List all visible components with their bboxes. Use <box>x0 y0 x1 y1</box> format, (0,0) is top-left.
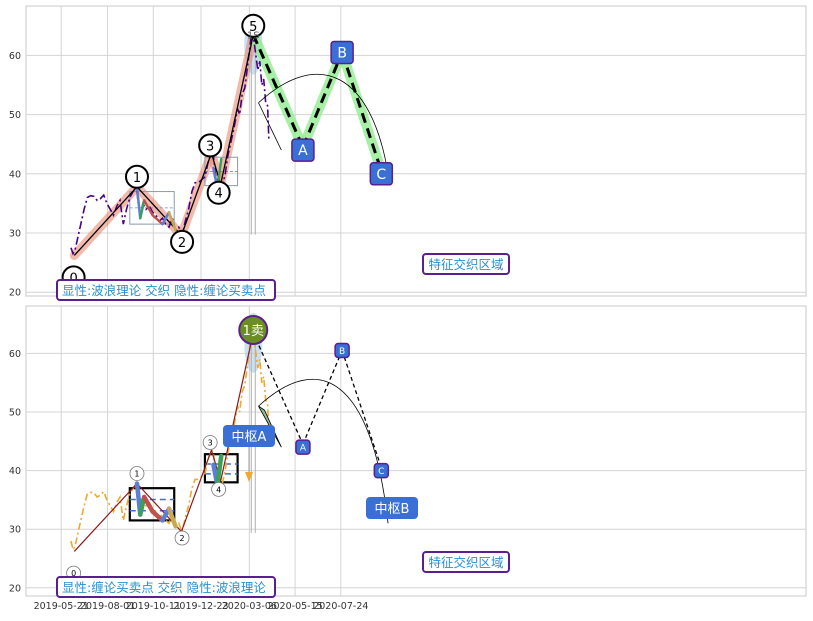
wave-point-marker <box>198 133 223 158</box>
caption-text: 显性:波浪理论 交织 隐性:缠论买卖点 <box>62 283 266 298</box>
abc-label-box <box>373 462 390 479</box>
wave-point-marker <box>170 229 195 254</box>
sub-wave-segment <box>166 506 178 529</box>
feature-label-box <box>422 551 510 573</box>
abc-label-text: A <box>298 143 308 159</box>
plot-frame <box>25 5 807 297</box>
bottom-panel: 20 30 40 50 60 0 1 2 3 4 1卖 A B C 中枢A 中枢B 特征交织区域显性:缠论买卖点… <box>9 305 807 598</box>
wave-point-label: 5 <box>249 20 257 35</box>
feature-label-text: 特征交织区域 <box>428 555 503 570</box>
plot-frame <box>25 305 807 597</box>
abc-label-box <box>291 138 315 162</box>
sub-wave-segment <box>142 199 154 217</box>
feature-zone-line <box>250 34 256 235</box>
y-tick-label: 40 <box>9 169 21 180</box>
wave-point-label: 1 <box>134 470 139 479</box>
abc-label-text: A <box>300 444 307 454</box>
wave-point-label: 0 <box>69 271 77 286</box>
abc-label-text: B <box>337 45 347 61</box>
zhongshu-box <box>128 487 176 522</box>
abc-segment <box>302 350 343 445</box>
zhongshu-label-text: 中枢A <box>232 430 267 445</box>
abc-label-text: B <box>339 347 345 357</box>
wave-segment <box>73 483 138 552</box>
wave-point-label: 4 <box>216 485 221 494</box>
caption-box <box>56 576 276 598</box>
sub-wave-segment <box>167 211 177 232</box>
sub-wave-segment <box>215 453 224 488</box>
x-tick-label: 2020-03-06 <box>222 601 277 612</box>
wave-segment <box>73 186 138 256</box>
y-tick-label: 30 <box>9 229 21 240</box>
y-tick-label: 50 <box>9 110 21 121</box>
y-tick-label: 60 <box>9 51 21 62</box>
wave-point-marker <box>211 481 227 497</box>
wave-point-label: 0 <box>71 569 76 578</box>
x-tick-label: 2019-12-23 <box>173 601 228 612</box>
wave-point-marker <box>202 435 218 450</box>
zhongshu-label-box <box>223 425 275 447</box>
x-tick-label: 2020-05-15 <box>267 601 322 612</box>
feature-label-box <box>422 253 510 275</box>
y-tick-label: 30 <box>9 525 21 536</box>
abc-segment <box>340 51 383 172</box>
abc-label-box <box>334 342 350 359</box>
wave-segment <box>219 34 254 185</box>
zhongshu-label-box <box>366 497 418 519</box>
wave-point-label: 3 <box>206 139 214 154</box>
abc-label-box <box>330 40 354 65</box>
x-tick-label: 2019-08-01 <box>80 601 135 612</box>
sub-wave-segment <box>151 213 164 226</box>
y-tick-label: 50 <box>9 408 21 419</box>
wave-point-marker <box>129 466 145 481</box>
y-tick-label: 20 <box>9 288 21 299</box>
wave-point-label: 1 <box>133 171 141 186</box>
x-tick-label: 2020-07-24 <box>313 601 368 612</box>
abc-label-box <box>295 439 311 455</box>
wave-segment <box>220 332 254 482</box>
price-series-line <box>70 326 270 552</box>
wave-point-marker <box>241 13 266 38</box>
sub-wave-segment <box>138 199 146 220</box>
sub-wave-segment <box>135 185 142 220</box>
abc-label-box <box>369 162 394 186</box>
zhongshu-pointer-head <box>245 472 253 482</box>
sell-point-marker <box>238 314 269 345</box>
sub-wave-segment <box>161 211 171 226</box>
abc-label-text: C <box>378 467 384 477</box>
wave-point-marker <box>174 530 190 546</box>
wave-point-label: 2 <box>180 534 185 543</box>
sell-point-label: 1卖 <box>243 324 264 339</box>
y-tick-label: 20 <box>9 583 21 594</box>
wave-point-label: 3 <box>208 438 213 447</box>
wave-segment <box>180 152 213 236</box>
wave-point-sublabel: 1S <box>247 31 260 42</box>
price-series-line <box>70 28 270 256</box>
abc-label-text: C <box>376 167 386 183</box>
wave-point-label: 2 <box>178 236 186 251</box>
feature-label-text: 特征交织区域 <box>428 257 503 272</box>
abc-segment <box>251 34 305 148</box>
wave-point-marker <box>206 180 231 205</box>
wave-segment <box>180 449 213 532</box>
x-tick-label: 2019-05-21 <box>34 601 89 612</box>
caption-text: 显性:缠论买卖点 交织 隐性:波浪理论 <box>62 580 266 595</box>
wave-point-marker <box>124 164 149 189</box>
projection-arrow <box>258 102 282 151</box>
wave-point-label: 4 <box>215 187 223 202</box>
abc-segment <box>301 51 344 148</box>
sub-wave-segment <box>141 494 155 514</box>
caption-box <box>56 279 276 301</box>
y-tick-label: 40 <box>9 466 21 477</box>
y-tick-label: 60 <box>9 349 21 360</box>
zhongshu-label-text: 中枢B <box>375 502 410 517</box>
x-tick-label: 2019-10-11 <box>126 601 181 612</box>
projection-arc <box>258 74 389 174</box>
abc-segment <box>252 332 304 445</box>
